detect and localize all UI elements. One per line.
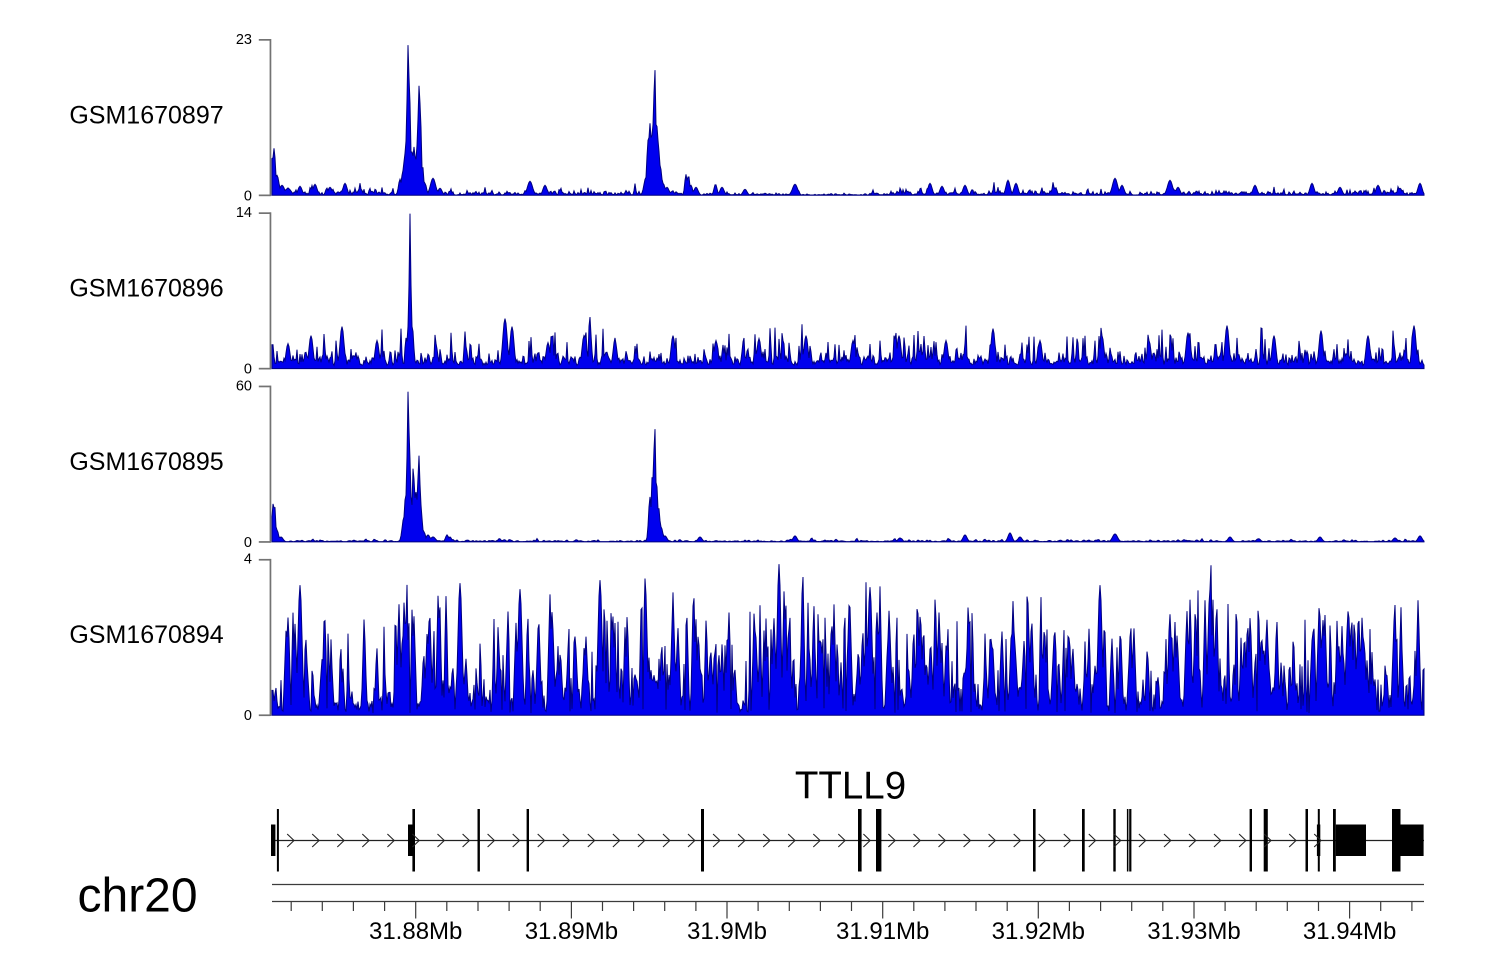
svg-text:0: 0 [244, 535, 252, 551]
svg-text:31.88Mb: 31.88Mb [369, 918, 462, 945]
svg-text:31.93Mb: 31.93Mb [1147, 918, 1240, 945]
svg-text:GSM1670896: GSM1670896 [69, 275, 223, 303]
svg-text:31.92Mb: 31.92Mb [992, 918, 1085, 945]
svg-text:GSM1670895: GSM1670895 [69, 448, 223, 476]
svg-text:0: 0 [244, 362, 252, 378]
svg-text:23: 23 [236, 32, 252, 48]
svg-text:GSM1670897: GSM1670897 [69, 101, 223, 129]
svg-text:60: 60 [236, 378, 252, 394]
svg-text:31.9Mb: 31.9Mb [687, 918, 767, 945]
svg-text:chr20: chr20 [78, 869, 198, 922]
svg-text:GSM1670894: GSM1670894 [69, 621, 223, 649]
svg-text:31.91Mb: 31.91Mb [836, 918, 929, 945]
svg-text:0: 0 [244, 188, 252, 204]
svg-text:0: 0 [244, 708, 252, 724]
svg-text:31.94Mb: 31.94Mb [1303, 918, 1396, 945]
svg-text:31.89Mb: 31.89Mb [525, 918, 618, 945]
svg-text:TTLL9: TTLL9 [795, 764, 906, 807]
svg-text:4: 4 [244, 552, 252, 568]
svg-text:14: 14 [236, 205, 252, 221]
